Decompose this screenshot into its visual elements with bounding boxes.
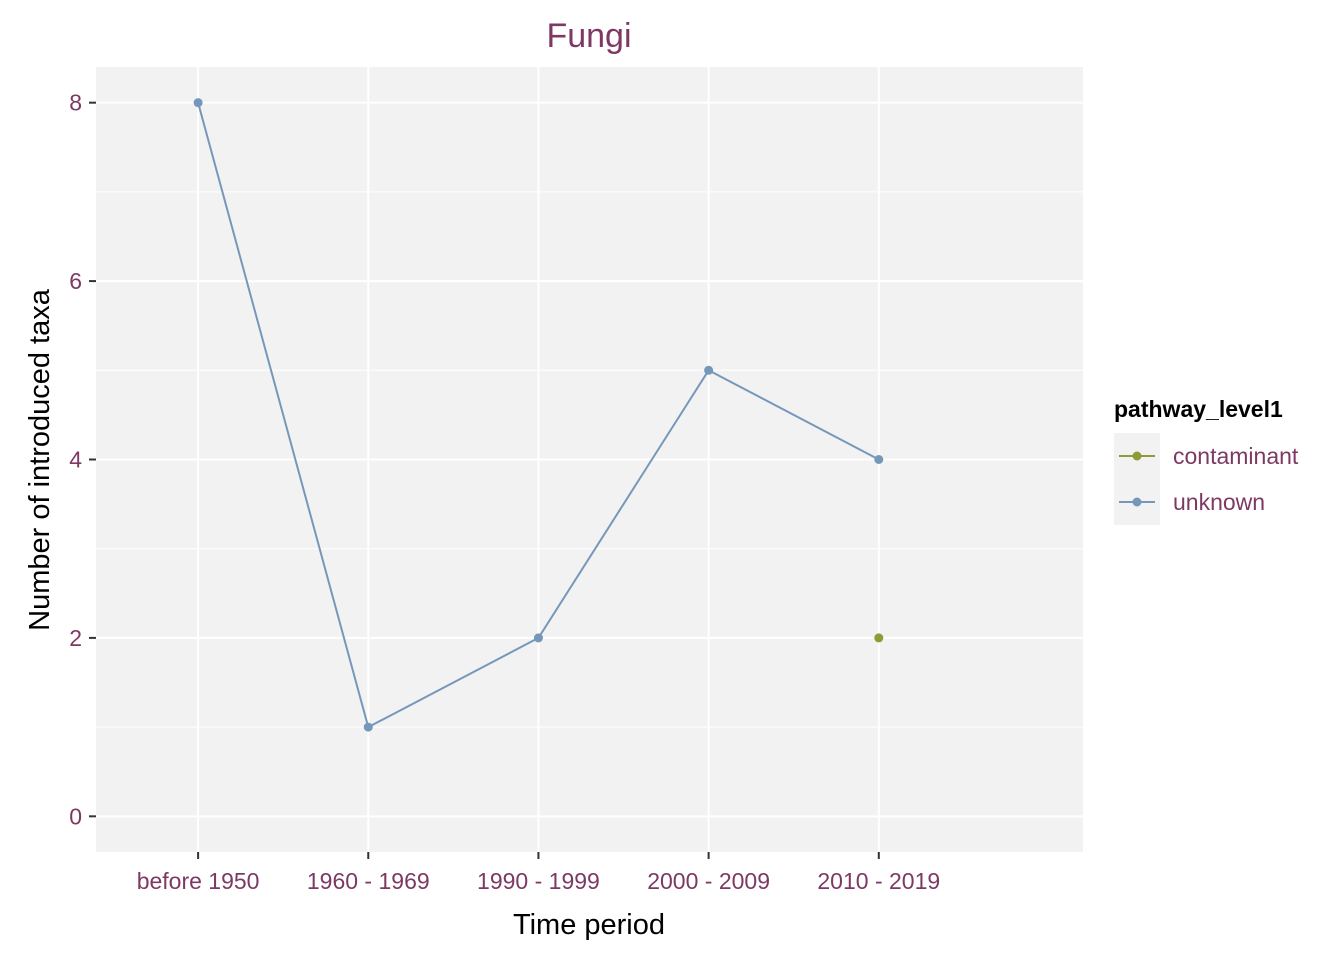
data-point-unknown (533, 633, 543, 643)
y-tick-label: 4 (69, 447, 82, 473)
y-tick-label: 2 (69, 625, 82, 651)
legend-key-background (1114, 433, 1160, 525)
x-tick-label: 1960 - 1969 (307, 868, 430, 894)
data-point-unknown (363, 722, 373, 732)
legend-label-contaminant: contaminant (1173, 443, 1299, 469)
x-axis: before 1950 1960 - 1969 1990 - 1999 2000 - … (137, 852, 940, 894)
data-point-unknown (874, 455, 884, 464)
chart-title: Fungi (546, 17, 631, 55)
x-tick-label: 2010 - 2019 (817, 868, 940, 894)
y-tick-label: 0 (69, 803, 82, 829)
legend: pathway_level1 contaminant unknown (1114, 396, 1299, 525)
x-tick-label: 2000 - 2009 (647, 868, 770, 894)
data-point-unknown (704, 365, 714, 375)
legend-key-point-contaminant (1132, 451, 1142, 461)
x-tick-label: before 1950 (137, 868, 260, 894)
legend-label-unknown: unknown (1173, 489, 1265, 515)
y-tick-label: 8 (69, 90, 82, 116)
y-tick-label: 6 (69, 268, 82, 294)
series-layer (193, 98, 884, 732)
legend-title: pathway_level1 (1114, 396, 1283, 422)
x-axis-title: Time period (513, 909, 665, 941)
data-point-unknown (193, 98, 203, 108)
minor-gridlines (96, 191, 1083, 728)
legend-key-point-unknown (1132, 497, 1142, 507)
y-axis-title: Number of introduced taxa (24, 288, 56, 631)
x-tick-label: 1990 - 1999 (477, 868, 600, 894)
data-point-contaminant (874, 633, 884, 643)
y-axis: 0 2 4 6 8 (69, 90, 96, 829)
